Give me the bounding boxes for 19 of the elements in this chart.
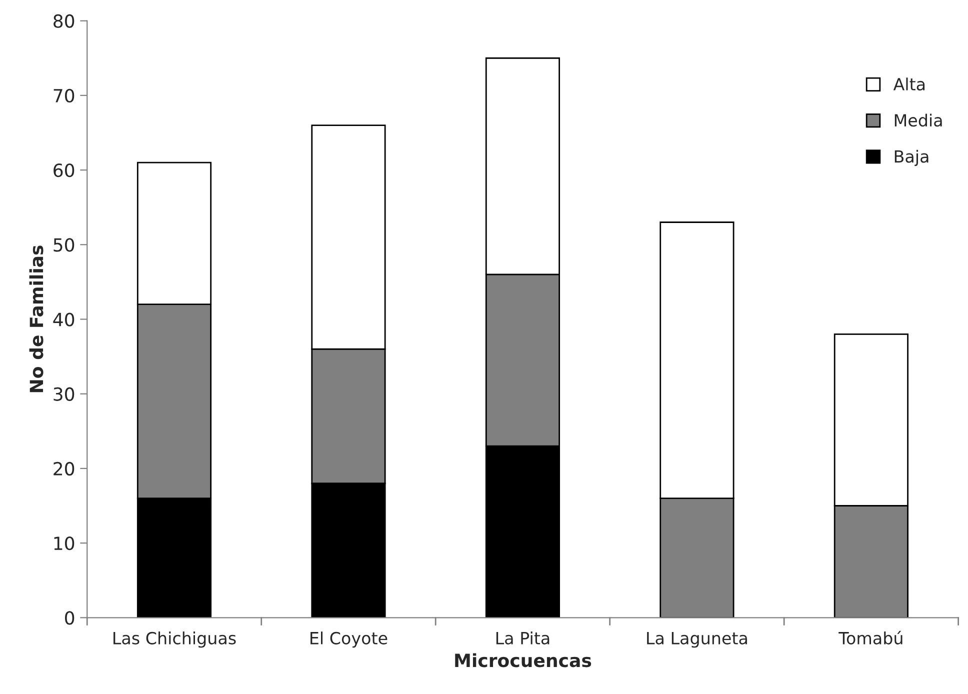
y-tick-label: 0 (65, 611, 74, 625)
y-tick-label: 80 (54, 14, 74, 28)
x-tick-label: La Laguneta (647, 632, 747, 648)
x-tick-label: Tomabú (838, 630, 902, 644)
legend-label: Baja (894, 150, 928, 166)
y-tick-label: 30 (54, 387, 74, 401)
y-axis-title: No de Familias (29, 246, 44, 392)
x-tick-label: La Pita (496, 632, 550, 644)
legend-label: Alta (893, 78, 925, 90)
y-tick-label: 70 (54, 88, 74, 103)
y-tick-label: 50 (54, 238, 74, 252)
x-tick-label: Las Chichiguas (114, 632, 236, 648)
x-tick-label: El Coyote (310, 632, 388, 648)
x-axis-title: Microcuencas (455, 653, 592, 668)
y-tick-label: 20 (54, 462, 74, 476)
legend-label: Media (894, 114, 942, 127)
y-tick-label: 10 (54, 536, 74, 550)
y-tick-label: 40 (53, 312, 74, 326)
y-tick-label: 60 (54, 163, 74, 178)
